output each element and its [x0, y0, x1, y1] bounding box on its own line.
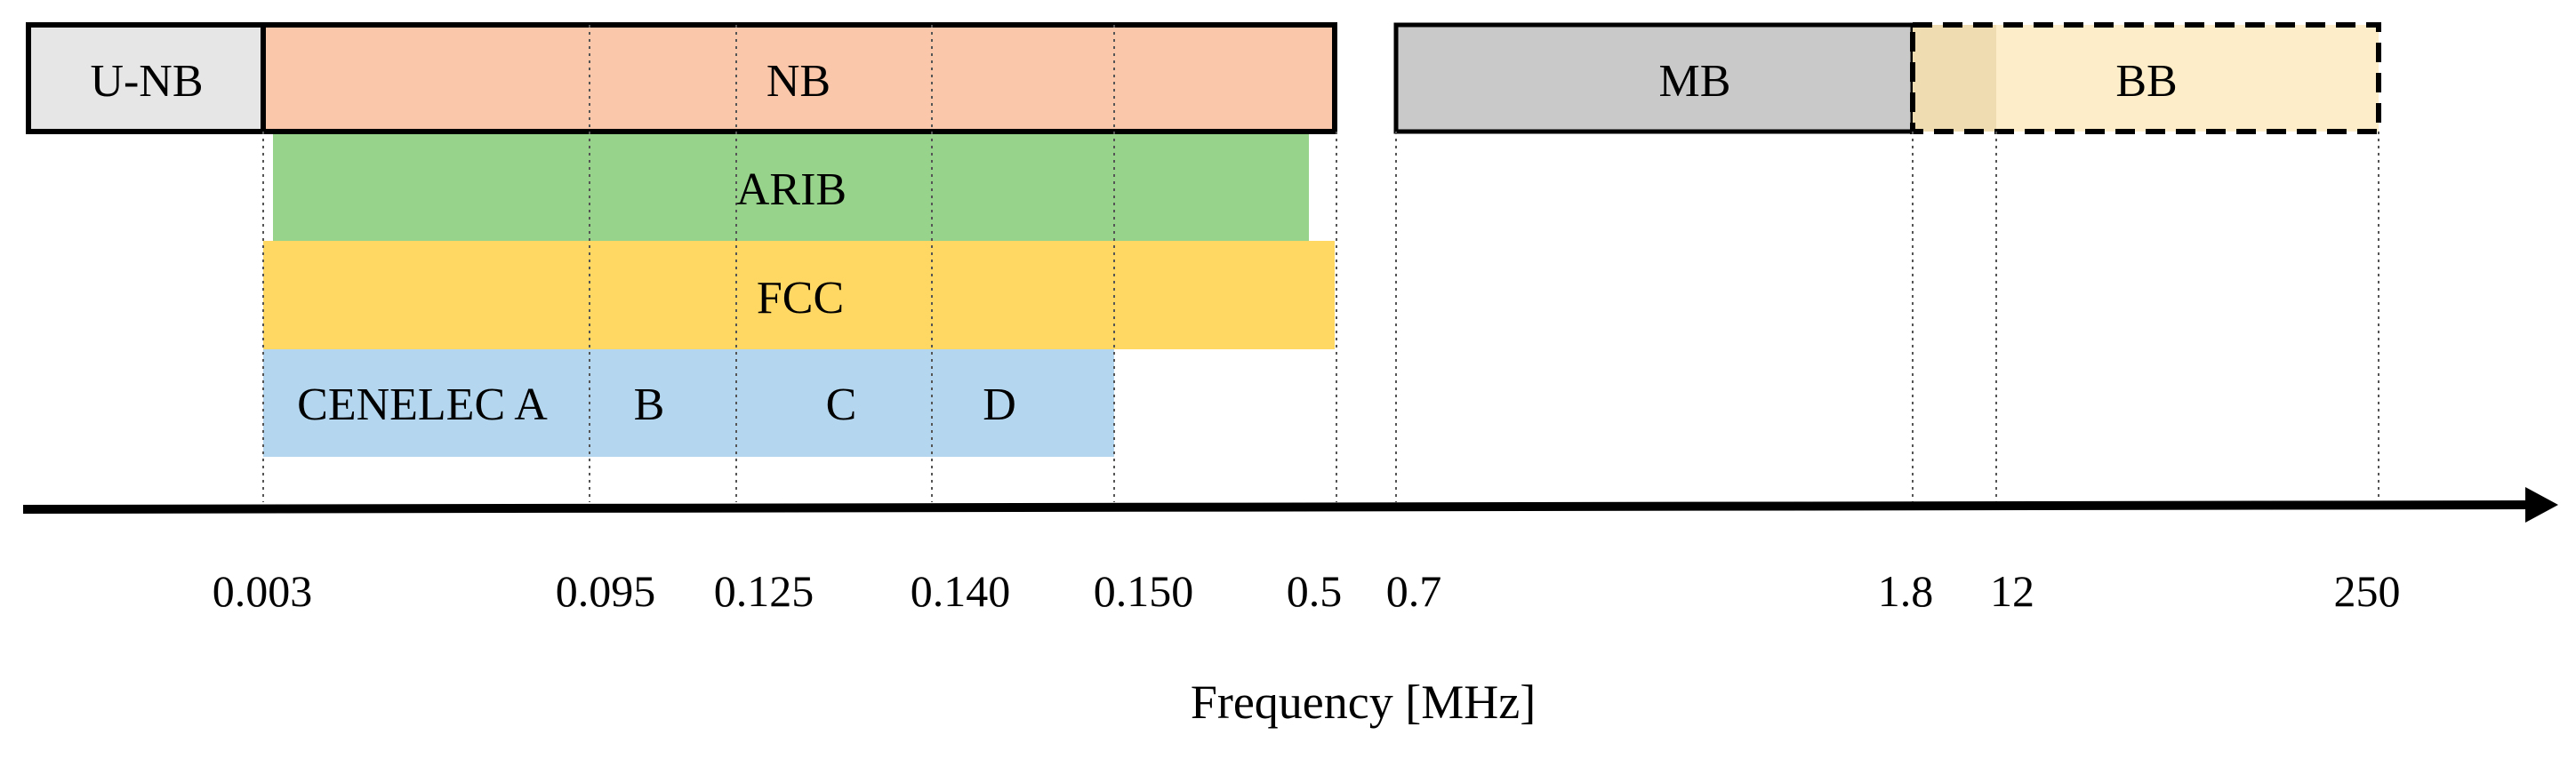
- axis-arrowhead-icon: [2525, 487, 2558, 523]
- mb-bb-overlap: [1913, 25, 1996, 132]
- tick-label-250: 250: [2334, 566, 2401, 616]
- tick-label-0-125: 0.125: [714, 566, 815, 616]
- frequency-axis: [22, 500, 2535, 514]
- bb-dashed-border: [1910, 22, 2381, 134]
- guide-lines: [262, 25, 2379, 502]
- tick-label-0-140: 0.140: [911, 566, 1011, 616]
- cenelec-b-label: B: [634, 380, 665, 430]
- fcc-band: [263, 241, 1335, 349]
- tick-label-0-095: 0.095: [556, 566, 656, 616]
- unb-label: U-NB: [90, 56, 203, 107]
- axis-title: Frequency [MHz]: [1191, 675, 1536, 729]
- cenelec-band: [263, 349, 1114, 457]
- fcc-label: FCC: [757, 273, 844, 324]
- tick-label-1-8: 1.8: [1878, 566, 1934, 616]
- cenelec-a-label: CENELEC A: [297, 380, 548, 430]
- tick-label-0-003: 0.003: [213, 566, 313, 616]
- mb-band: [1393, 22, 1915, 134]
- tick-label-12: 12: [1990, 566, 2034, 616]
- arib-band: [273, 133, 1309, 241]
- bb-label: BB: [2115, 56, 2177, 107]
- tick-label-0-5: 0.5: [1287, 566, 1343, 616]
- tick-label-0-150: 0.150: [1094, 566, 1194, 616]
- tick-label-0-7: 0.7: [1386, 566, 1442, 616]
- mb-label: MB: [1659, 56, 1731, 107]
- nb-label: NB: [766, 56, 831, 107]
- nb-band: [261, 22, 1337, 134]
- cenelec-d-label: D: [983, 380, 1016, 430]
- arib-label: ARIB: [736, 164, 847, 215]
- cenelec-c-label: C: [826, 380, 857, 430]
